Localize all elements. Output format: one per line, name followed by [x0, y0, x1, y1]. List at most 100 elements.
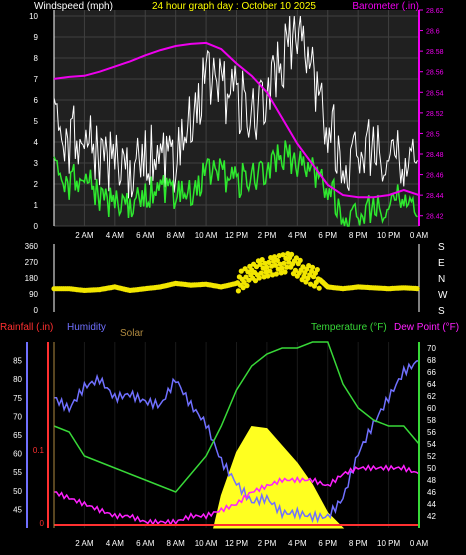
temp-ytick-label: 62 [427, 392, 436, 401]
wind-xtick-label: 6 PM [318, 231, 337, 240]
baro-ytick-label: 28.46 [426, 173, 444, 180]
temp-ytick-label: 48 [427, 476, 436, 485]
temp-xtick-label: 10 PM [377, 539, 400, 548]
dir-point [293, 255, 299, 261]
wind-xtick-label: 4 PM [288, 231, 307, 240]
dir-point [266, 259, 272, 265]
dir-point [244, 283, 250, 289]
dir-point [264, 264, 270, 270]
rain-ytick-label: 0 [40, 519, 45, 528]
gust-series-line [53, 15, 418, 199]
dir-point [252, 278, 259, 284]
baro-ytick-label: 28.62 [426, 8, 444, 15]
humidity-ytick-label: 60 [13, 450, 22, 459]
humidity-ytick-label: 45 [13, 505, 22, 514]
wind-ytick-label: 4 [34, 138, 39, 147]
wind-xtick-label: 0 AM [410, 231, 429, 240]
chart-title: 24 hour graph day : October 10 2025 [152, 1, 316, 12]
humidity-ytick-label: 75 [13, 394, 22, 403]
dir-point [316, 285, 322, 291]
dir-point [253, 264, 260, 270]
dir-point [292, 267, 298, 273]
temp-ytick-label: 58 [427, 416, 436, 425]
rain-zero-bar [54, 524, 419, 526]
humidity-ytick-label: 85 [13, 357, 22, 366]
wind-xtick-label: 10 PM [377, 231, 400, 240]
solar-label: Solar [120, 328, 144, 339]
temp-xtick-label: 4 AM [106, 539, 125, 548]
dir-point [256, 275, 262, 281]
humidity-ytick-label: 80 [13, 375, 22, 384]
temp-xtick-label: 2 AM [75, 539, 94, 548]
dir-ytick-label: 90 [29, 290, 38, 299]
solar-series-area [213, 425, 345, 529]
dewpoint-label: Dew Point (°F) [394, 322, 459, 333]
dir-point [238, 268, 244, 274]
temp-ytick-label: 44 [427, 500, 436, 509]
dir-point [284, 264, 290, 270]
dir-point [279, 265, 285, 271]
dir-compass-label: S [438, 242, 445, 253]
temp-ytick-label: 68 [427, 356, 436, 365]
dir-compass-label: S [438, 306, 445, 317]
humidity-ytick-label: 50 [13, 487, 22, 496]
temp-xtick-label: 6 AM [136, 539, 155, 548]
dir-point [265, 273, 271, 279]
humidity-ytick-label: 65 [13, 431, 22, 440]
dir-point [272, 262, 279, 268]
dir-point [273, 271, 279, 277]
temp-ytick-label: 54 [427, 440, 436, 449]
wind-ytick-label: 3 [34, 159, 39, 168]
temp-xtick-label: 8 AM [167, 539, 186, 548]
wind-xtick-label: 8 PM [349, 231, 368, 240]
baro-ytick-label: 28.6 [426, 29, 440, 36]
wind-xtick-label: 12 PM [225, 231, 248, 240]
wind-xtick-label: 2 PM [258, 231, 277, 240]
dir-point [314, 267, 320, 273]
temp-ytick-label: 46 [427, 488, 436, 497]
wind-ytick-label: 8 [34, 54, 39, 63]
temp-xtick-label: 2 PM [258, 539, 277, 548]
baro-ytick-label: 28.52 [426, 111, 444, 118]
dir-point [289, 251, 295, 257]
dir-point [281, 260, 287, 266]
humidity-ytick-label: 55 [13, 468, 22, 477]
dir-point [258, 270, 264, 276]
baro-ytick-label: 28.48 [426, 152, 444, 159]
baro-ytick-label: 28.44 [426, 193, 444, 200]
dir-ytick-label: 180 [25, 274, 39, 283]
wind-ytick-label: 7 [34, 75, 39, 84]
wind-ytick-label: 6 [34, 96, 39, 105]
temp-xtick-label: 0 AM [410, 539, 429, 548]
temp-xtick-label: 10 AM [195, 539, 218, 548]
avg-wind-series-line [53, 140, 418, 227]
temp-ytick-label: 56 [427, 428, 436, 437]
dir-compass-label: E [438, 258, 445, 269]
wind-xtick-label: 2 AM [75, 231, 94, 240]
barometer-series-line [53, 41, 420, 199]
temperature-series-line [53, 341, 420, 493]
dir-point [309, 264, 316, 270]
dir-point [235, 288, 241, 294]
temp-ytick-label: 60 [427, 404, 436, 413]
temp-ytick-label: 50 [427, 464, 436, 473]
humidity-series-line [54, 359, 420, 524]
rain-ytick-label: 0.1 [33, 446, 45, 455]
wind-xtick-label: 8 AM [167, 231, 186, 240]
temp-ytick-label: 66 [427, 368, 436, 377]
temp-ytick-label: 64 [427, 380, 436, 389]
temp-ytick-label: 52 [427, 452, 436, 461]
humidity-label: Humidity [67, 322, 106, 333]
dir-compass-label: W [438, 290, 448, 301]
wind-left-label: Windspeed (mph) [34, 1, 113, 12]
dir-ytick-label: 360 [25, 242, 39, 251]
rainfall-label: Rainfall (.in) [0, 322, 53, 333]
wind-right-label: Barometer (.in) [352, 1, 419, 12]
baro-ytick-label: 28.56 [426, 70, 444, 77]
baro-ytick-label: 28.5 [426, 131, 440, 138]
dir-point [259, 257, 265, 263]
direction-plot-area [54, 244, 419, 312]
dir-ytick-label: 0 [34, 306, 39, 315]
dir-point [297, 257, 303, 263]
temp-ytick-label: 70 [427, 344, 436, 353]
